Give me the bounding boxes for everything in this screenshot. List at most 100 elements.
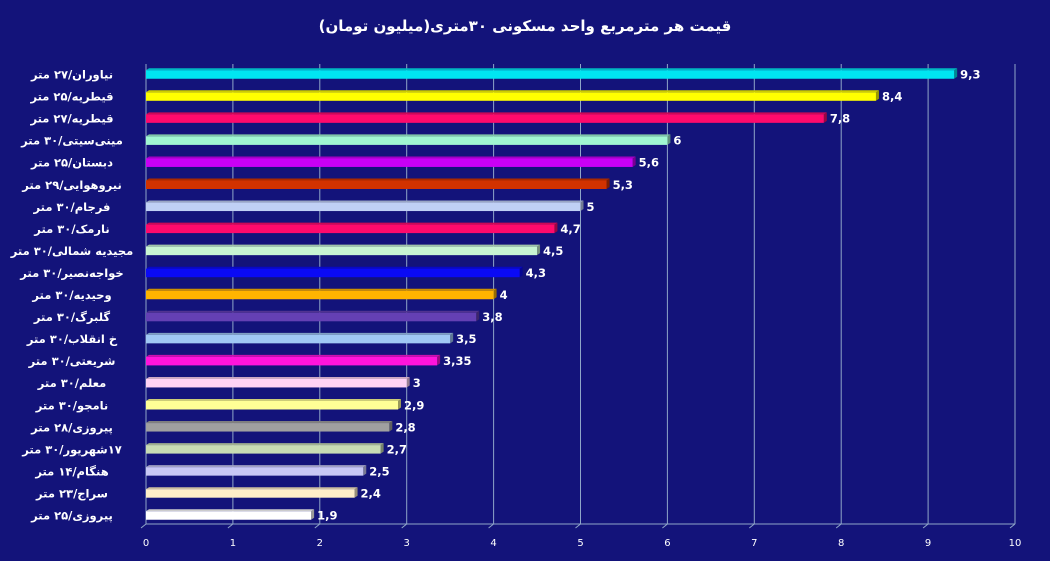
bar-top [146, 465, 367, 468]
bar-top [146, 222, 558, 225]
category-label: شریعتی/۳۰ متر [28, 354, 116, 368]
bar-top [146, 310, 480, 313]
gridline-foot [922, 523, 929, 529]
category-label: نارمک/۳۰ متر [33, 222, 109, 236]
gridline-foot [227, 523, 234, 529]
value-label: 9,3 [960, 68, 980, 82]
bar-top [146, 112, 827, 115]
value-label: 3,5 [456, 332, 476, 346]
value-label: 4,7 [560, 222, 580, 236]
bar-top [146, 332, 454, 335]
bar [146, 268, 520, 278]
bar-side [380, 443, 384, 454]
x-tick-label: 8 [838, 538, 844, 549]
bar-side [537, 244, 541, 256]
category-label: خ انقلاب/۳۰ متر [26, 332, 118, 346]
category-label: قیطریه/۲۵ متر [29, 90, 113, 104]
gridline-foot [835, 523, 842, 529]
bar-side [554, 222, 558, 234]
category-label: نیاوران/۲۷ متر [30, 68, 113, 83]
category-label: پیروزی/۲۸ متر [30, 420, 113, 435]
gridline-foot [401, 523, 408, 529]
bar-side [875, 90, 879, 101]
x-tick-label: 5 [577, 538, 583, 549]
bar-side [632, 156, 636, 167]
bar-top [146, 178, 610, 181]
value-label: 2,9 [404, 398, 424, 412]
x-tick-label: 4 [490, 538, 496, 549]
category-label: پیروزی/۲۵ متر [30, 509, 113, 524]
bar [146, 378, 407, 388]
x-tick-label: 9 [925, 538, 931, 549]
value-label: 2,7 [387, 442, 407, 456]
bar [146, 312, 477, 322]
bar-side [954, 68, 958, 79]
bar [146, 224, 555, 234]
bar-side [389, 421, 393, 432]
value-label: 3 [413, 376, 421, 390]
category-label: قیطریه/۲۷ متر [29, 112, 113, 126]
bar-top [146, 376, 410, 379]
value-labels: 9,3 8,4 7,8 6 5,6 5,3 5 4,7 4,5 4,3 4 3,8 3,5 3,35 3 2,… [317, 68, 980, 523]
bar-side [476, 310, 480, 322]
value-label: 7,8 [830, 112, 850, 126]
bar-side [450, 332, 454, 344]
x-tick-label: 0 [143, 538, 149, 549]
gridline-foot [748, 523, 755, 529]
gridline-foot [314, 523, 321, 529]
value-label: 8,4 [882, 90, 902, 104]
bar-top [146, 288, 497, 291]
bar [146, 290, 494, 300]
bar-top [146, 244, 541, 247]
gridline-foot [1009, 523, 1016, 529]
x-tick-label: 6 [664, 538, 670, 549]
value-label: 5 [587, 200, 595, 214]
value-label: 4,3 [526, 266, 546, 280]
bar [146, 202, 581, 212]
bar-side [398, 399, 402, 410]
gridline-foot [140, 523, 147, 529]
x-tick-label: 1 [230, 538, 236, 549]
bar [146, 246, 538, 256]
bar [146, 158, 633, 167]
category-label: خواجه‌نصیر/۳۰ متر [19, 266, 123, 281]
bar-top [146, 200, 584, 203]
category-label: فرجام/۳۰ متر [33, 200, 111, 214]
bar [146, 489, 355, 498]
bar-top [146, 90, 879, 93]
bar-top [146, 487, 358, 490]
category-label: وحیدیه/۳۰ متر [31, 288, 111, 303]
category-label: مجیدیه شمالی/۳۰ متر [10, 244, 134, 258]
value-label: 2,8 [395, 420, 415, 434]
category-label: نامجو/۳۰ متر [35, 398, 109, 413]
bar-side [363, 465, 367, 476]
value-label: 3,8 [482, 310, 502, 324]
bar-side [606, 178, 610, 189]
bar-top [146, 68, 958, 71]
value-label: 5,6 [639, 156, 659, 170]
bar [146, 356, 438, 366]
bar-top [146, 509, 315, 512]
bar [146, 180, 607, 189]
bar-side [519, 266, 523, 278]
category-label: دبستان/۲۵ متر [30, 156, 113, 170]
value-label: 6 [673, 134, 681, 148]
bar-top [146, 443, 384, 446]
bar [146, 70, 955, 79]
bar [146, 445, 381, 454]
bar-side [493, 288, 497, 300]
bar-top [146, 399, 402, 401]
x-tick-label: 3 [404, 538, 410, 549]
bar [146, 92, 876, 101]
value-label: 1,9 [317, 509, 337, 523]
x-tick-label: 2 [317, 538, 323, 549]
bar-side [354, 487, 358, 498]
category-label: هنگام/۱۴ متر [34, 464, 108, 478]
gridline-foot [662, 523, 668, 529]
category-label: مینی‌سیتی/۳۰ متر [20, 134, 123, 148]
bar [146, 334, 451, 344]
bar [146, 401, 399, 410]
bar-side [580, 200, 584, 212]
gridline-foot [488, 523, 494, 529]
